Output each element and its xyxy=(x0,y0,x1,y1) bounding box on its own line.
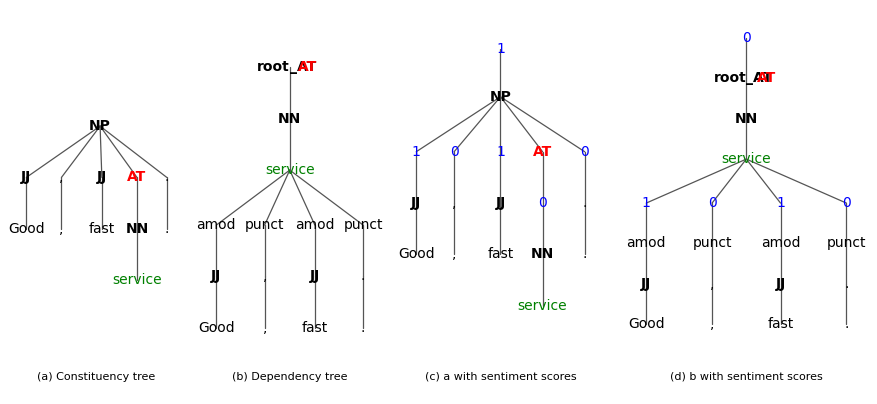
Text: .: . xyxy=(844,317,847,331)
Text: 0: 0 xyxy=(741,31,750,45)
Text: punct: punct xyxy=(826,236,865,250)
Text: amod: amod xyxy=(295,218,334,232)
Text: AT: AT xyxy=(756,72,775,86)
Text: ,: , xyxy=(709,317,713,331)
Text: 0: 0 xyxy=(841,196,850,210)
Text: punct: punct xyxy=(692,236,731,250)
Text: 1: 1 xyxy=(496,145,504,159)
Text: punct: punct xyxy=(343,218,382,232)
Text: AT: AT xyxy=(532,145,552,159)
Text: .: . xyxy=(360,269,365,283)
Text: JJ: JJ xyxy=(774,277,785,291)
Text: NN: NN xyxy=(734,112,757,126)
Text: 0: 0 xyxy=(707,196,716,210)
Text: JJ: JJ xyxy=(310,269,319,283)
Text: JJ: JJ xyxy=(96,170,107,185)
Text: NP: NP xyxy=(89,119,111,133)
Text: NP: NP xyxy=(489,90,510,104)
Text: 0: 0 xyxy=(449,145,458,159)
Text: JJ: JJ xyxy=(495,196,505,210)
Text: (d) b with sentiment scores: (d) b with sentiment scores xyxy=(669,372,822,382)
Text: amod: amod xyxy=(626,236,665,250)
Text: NN: NN xyxy=(278,112,301,126)
Text: .: . xyxy=(582,196,586,210)
Text: root: root xyxy=(713,72,745,86)
Text: _AT: _AT xyxy=(289,61,316,74)
Text: .: . xyxy=(165,170,168,185)
Text: JJ: JJ xyxy=(21,170,32,185)
Text: service: service xyxy=(721,152,770,166)
Text: AT: AT xyxy=(297,61,317,74)
Text: _AT: _AT xyxy=(745,72,772,86)
Text: .: . xyxy=(360,321,365,335)
Text: ,: , xyxy=(262,321,267,335)
Text: .: . xyxy=(165,222,168,236)
Text: .: . xyxy=(582,247,586,261)
Text: fast: fast xyxy=(302,321,328,335)
Text: amod: amod xyxy=(760,236,799,250)
Text: 0: 0 xyxy=(538,196,546,210)
Text: Good: Good xyxy=(198,321,234,335)
Text: .: . xyxy=(844,277,847,291)
Text: ,: , xyxy=(60,222,63,236)
Text: 1: 1 xyxy=(641,196,650,210)
Text: ,: , xyxy=(452,196,456,210)
Text: fast: fast xyxy=(487,247,513,261)
Text: JJ: JJ xyxy=(410,196,421,210)
Text: NN: NN xyxy=(531,247,553,261)
Text: fast: fast xyxy=(89,222,115,236)
Text: fast: fast xyxy=(766,317,793,331)
Text: Good: Good xyxy=(397,247,434,261)
Text: Good: Good xyxy=(8,222,45,236)
Text: ,: , xyxy=(709,277,713,291)
Text: AT: AT xyxy=(127,170,146,185)
Text: 1: 1 xyxy=(411,145,420,159)
Text: service: service xyxy=(265,163,314,177)
Text: (b) Dependency tree: (b) Dependency tree xyxy=(232,372,347,382)
Text: (c) a with sentiment scores: (c) a with sentiment scores xyxy=(424,372,575,382)
Text: ,: , xyxy=(60,170,63,185)
Text: service: service xyxy=(112,273,161,287)
Text: 0: 0 xyxy=(580,145,588,159)
Text: JJ: JJ xyxy=(640,277,651,291)
Text: ,: , xyxy=(452,247,456,261)
Text: (a) Constituency tree: (a) Constituency tree xyxy=(38,372,155,382)
Text: Good: Good xyxy=(627,317,664,331)
Text: punct: punct xyxy=(245,218,284,232)
Text: 1: 1 xyxy=(775,196,784,210)
Text: ,: , xyxy=(262,269,267,283)
Text: amod: amod xyxy=(196,218,236,232)
Text: JJ: JJ xyxy=(211,269,221,283)
Text: NN: NN xyxy=(125,222,148,236)
Text: root: root xyxy=(257,61,289,74)
Text: service: service xyxy=(517,299,567,313)
Text: 1: 1 xyxy=(496,42,504,56)
